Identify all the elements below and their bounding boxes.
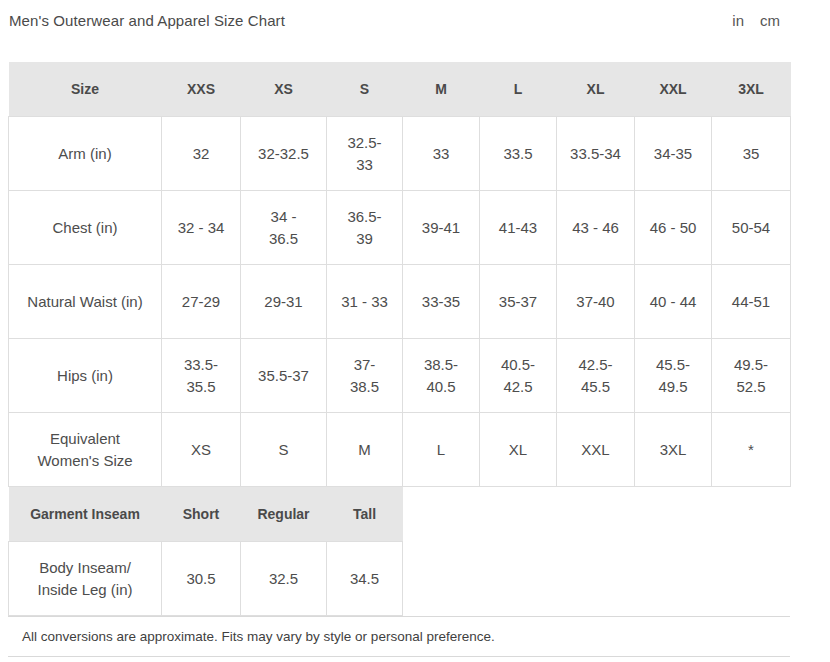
measurement-cell: 42.5-45.5: [557, 339, 635, 413]
column-header: Regular: [241, 487, 327, 542]
measurement-cell: 33.5: [480, 117, 557, 191]
measurement-cell: 46 - 50: [635, 191, 712, 265]
measurement-cell: 39-41: [403, 191, 480, 265]
measurement-cell: 34.5: [327, 542, 403, 616]
measurement-cell: 41-43: [480, 191, 557, 265]
measurement-cell: 50-54: [712, 191, 791, 265]
measurement-cell: 45.5-49.5: [635, 339, 712, 413]
column-header: XS: [241, 62, 327, 117]
column-header: M: [403, 62, 480, 117]
measurement-cell: 32.5: [241, 542, 327, 616]
table-row: Arm (in)3232-32.532.5-333333.533.5-3434-…: [9, 117, 791, 191]
measurement-cell: XXL: [557, 413, 635, 487]
measurement-cell: 33: [403, 117, 480, 191]
measurement-cell: 32.5-33: [327, 117, 403, 191]
measurement-cell: 33-35: [403, 265, 480, 339]
size-chart-page: Men's Outerwear and Apparel Size Chart i…: [0, 0, 830, 662]
measurement-cell: 27-29: [162, 265, 241, 339]
table-row: Equivalent Women's SizeXSSMLXLXXL3XL*: [9, 413, 791, 487]
column-header: Short: [162, 487, 241, 542]
measurement-cell: 35.5-37: [241, 339, 327, 413]
column-header: Tall: [327, 487, 403, 542]
inseam-table: Garment InseamShortRegularTall Body Inse…: [8, 487, 403, 616]
measurement-cell: 49.5-52.5: [712, 339, 791, 413]
measurement-cell: 33.5-34: [557, 117, 635, 191]
measurement-cell: *: [712, 413, 791, 487]
unit-cm-button[interactable]: cm: [760, 12, 780, 29]
measurement-cell: S: [241, 413, 327, 487]
inseam-table-header: Garment InseamShortRegularTall: [9, 487, 403, 542]
measurement-cell: XS: [162, 413, 241, 487]
measurement-cell: 37-38.5: [327, 339, 403, 413]
size-table-header: SizeXXSXSSMLXLXXL3XL: [9, 62, 791, 117]
row-label: Arm (in): [9, 117, 162, 191]
measurement-cell: 32-32.5: [241, 117, 327, 191]
measurement-cell: 32 - 34: [162, 191, 241, 265]
measurement-cell: 29-31: [241, 265, 327, 339]
row-label: Equivalent Women's Size: [9, 413, 162, 487]
measurement-cell: 33.5-35.5: [162, 339, 241, 413]
measurement-cell: 36.5-39: [327, 191, 403, 265]
measurement-cell: M: [327, 413, 403, 487]
footnote: All conversions are approximate. Fits ma…: [8, 616, 790, 657]
unit-inches-button[interactable]: in: [732, 12, 744, 29]
column-header: 3XL: [712, 62, 791, 117]
measurement-cell: 34-35: [635, 117, 712, 191]
column-header: Size: [9, 62, 162, 117]
measurement-cell: 31 - 33: [327, 265, 403, 339]
measurement-cell: 40 - 44: [635, 265, 712, 339]
table-row: Hips (in)33.5-35.535.5-3737-38.538.5-40.…: [9, 339, 791, 413]
column-header: S: [327, 62, 403, 117]
column-header: Garment Inseam: [9, 487, 162, 542]
chart-header: Men's Outerwear and Apparel Size Chart i…: [0, 0, 830, 62]
measurement-cell: XL: [480, 413, 557, 487]
row-label: Natural Waist (in): [9, 265, 162, 339]
measurement-cell: L: [403, 413, 480, 487]
measurement-cell: 35-37: [480, 265, 557, 339]
measurement-cell: 3XL: [635, 413, 712, 487]
table-row: Natural Waist (in)27-2929-3131 - 3333-35…: [9, 265, 791, 339]
column-header: XL: [557, 62, 635, 117]
measurement-cell: 35: [712, 117, 791, 191]
column-header: XXS: [162, 62, 241, 117]
row-label: Hips (in): [9, 339, 162, 413]
measurement-cell: 30.5: [162, 542, 241, 616]
row-label: Body Inseam/ Inside Leg (in): [9, 542, 162, 616]
measurement-cell: 40.5-42.5: [480, 339, 557, 413]
table-row: Chest (in)32 - 3434 - 36.536.5-3939-4141…: [9, 191, 791, 265]
measurement-cell: 37-40: [557, 265, 635, 339]
page-title: Men's Outerwear and Apparel Size Chart: [9, 12, 285, 29]
measurement-cell: 38.5-40.5: [403, 339, 480, 413]
measurement-cell: 44-51: [712, 265, 791, 339]
column-header: L: [480, 62, 557, 117]
table-row: Body Inseam/ Inside Leg (in)30.532.534.5: [9, 542, 403, 616]
measurement-cell: 34 - 36.5: [241, 191, 327, 265]
row-label: Chest (in): [9, 191, 162, 265]
unit-toggle: in cm: [732, 12, 780, 29]
size-table: SizeXXSXSSMLXLXXL3XL Arm (in)3232-32.532…: [8, 62, 791, 487]
measurement-cell: 32: [162, 117, 241, 191]
measurement-cell: 43 - 46: [557, 191, 635, 265]
column-header: XXL: [635, 62, 712, 117]
